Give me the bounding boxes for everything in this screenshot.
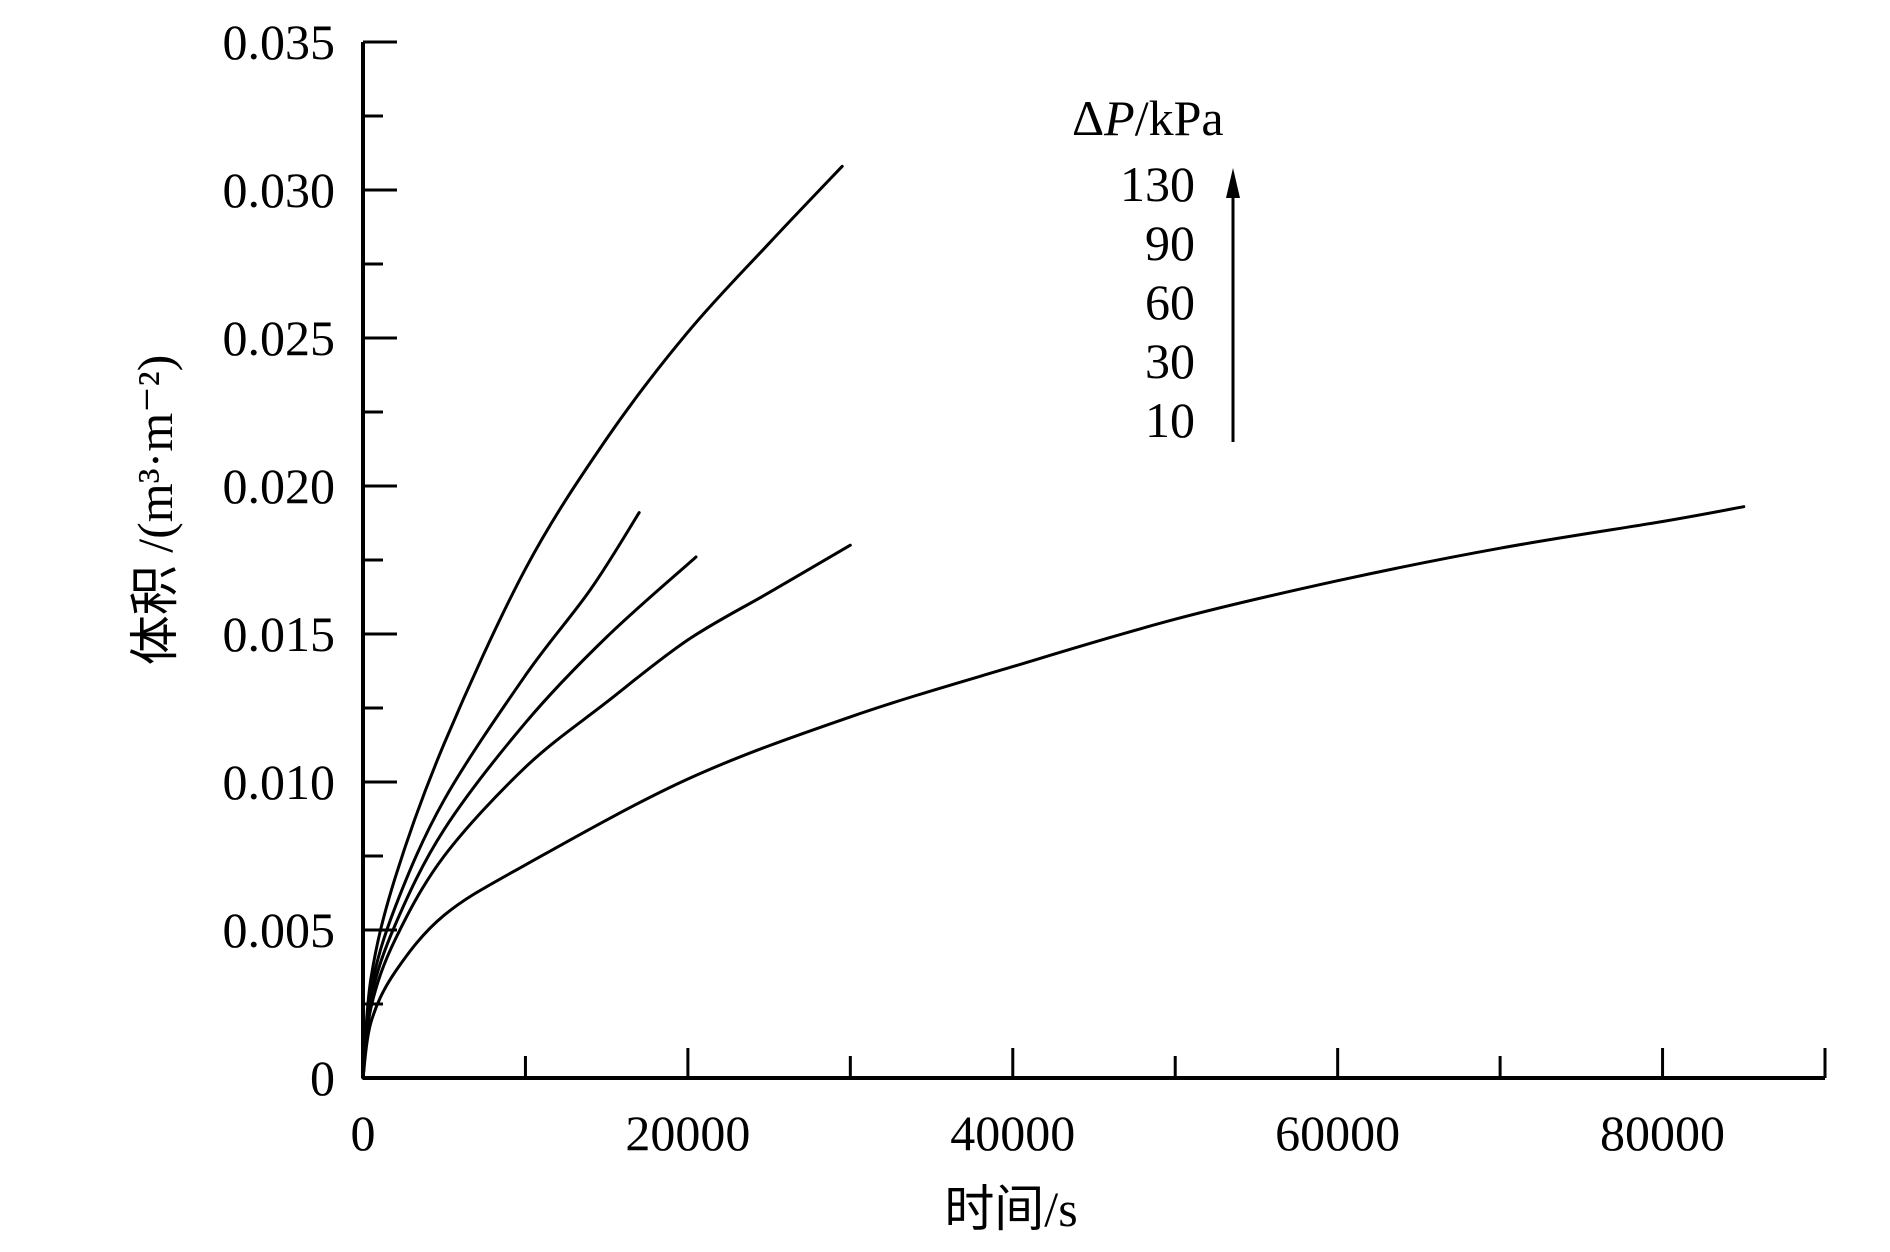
series-line-60kpa: [361, 555, 698, 1080]
series-line-30kpa: [361, 543, 852, 1080]
y-axis-title: 体积 /(m³·m⁻²): [127, 355, 183, 666]
y-tick-label: 0.025: [223, 310, 336, 366]
x-tick-label: 40000: [950, 1105, 1075, 1161]
x-tick-label: 60000: [1275, 1105, 1400, 1161]
series-line-10kpa: [361, 505, 1746, 1080]
legend-title-variable: P: [1103, 90, 1135, 146]
pressure-legend: ΔP/kPa 130 90 60 30 10: [1072, 90, 1240, 448]
x-tick-label: 20000: [625, 1105, 750, 1161]
tick-labels: 0 20000 40000 60000 80000 0 0.005 0.010 0.015 0.0…: [223, 14, 1726, 1161]
legend-entry: 30: [1145, 333, 1195, 389]
y-tick-label: 0.005: [223, 902, 336, 958]
legend-title-delta: Δ: [1072, 90, 1104, 146]
x-tick-label: 80000: [1600, 1105, 1725, 1161]
y-tick-label: 0: [310, 1050, 335, 1106]
series-line-130kpa: [361, 164, 844, 1080]
legend-entry: 10: [1145, 392, 1195, 448]
series-curves: [361, 164, 1746, 1080]
y-tick-label: 0.010: [223, 754, 336, 810]
y-tick-label: 0.030: [223, 162, 336, 218]
series-line-90kpa: [361, 511, 641, 1080]
legend-title-unit: /kPa: [1135, 90, 1224, 146]
x-tick-label: 0: [351, 1105, 376, 1161]
x-axis-title: 时间/s: [944, 1181, 1077, 1237]
legend-entry: 60: [1145, 274, 1195, 330]
legend-title: ΔP/kPa: [1072, 90, 1224, 146]
y-tick-label: 0.020: [223, 458, 336, 514]
y-tick-label: 0.015: [223, 606, 336, 662]
axes: [361, 40, 1827, 1080]
y-tick-label: 0.035: [223, 14, 336, 70]
legend-entry: 130: [1120, 156, 1195, 212]
legend-entry: 90: [1145, 215, 1195, 271]
legend-arrow-head-icon: [1226, 168, 1240, 198]
